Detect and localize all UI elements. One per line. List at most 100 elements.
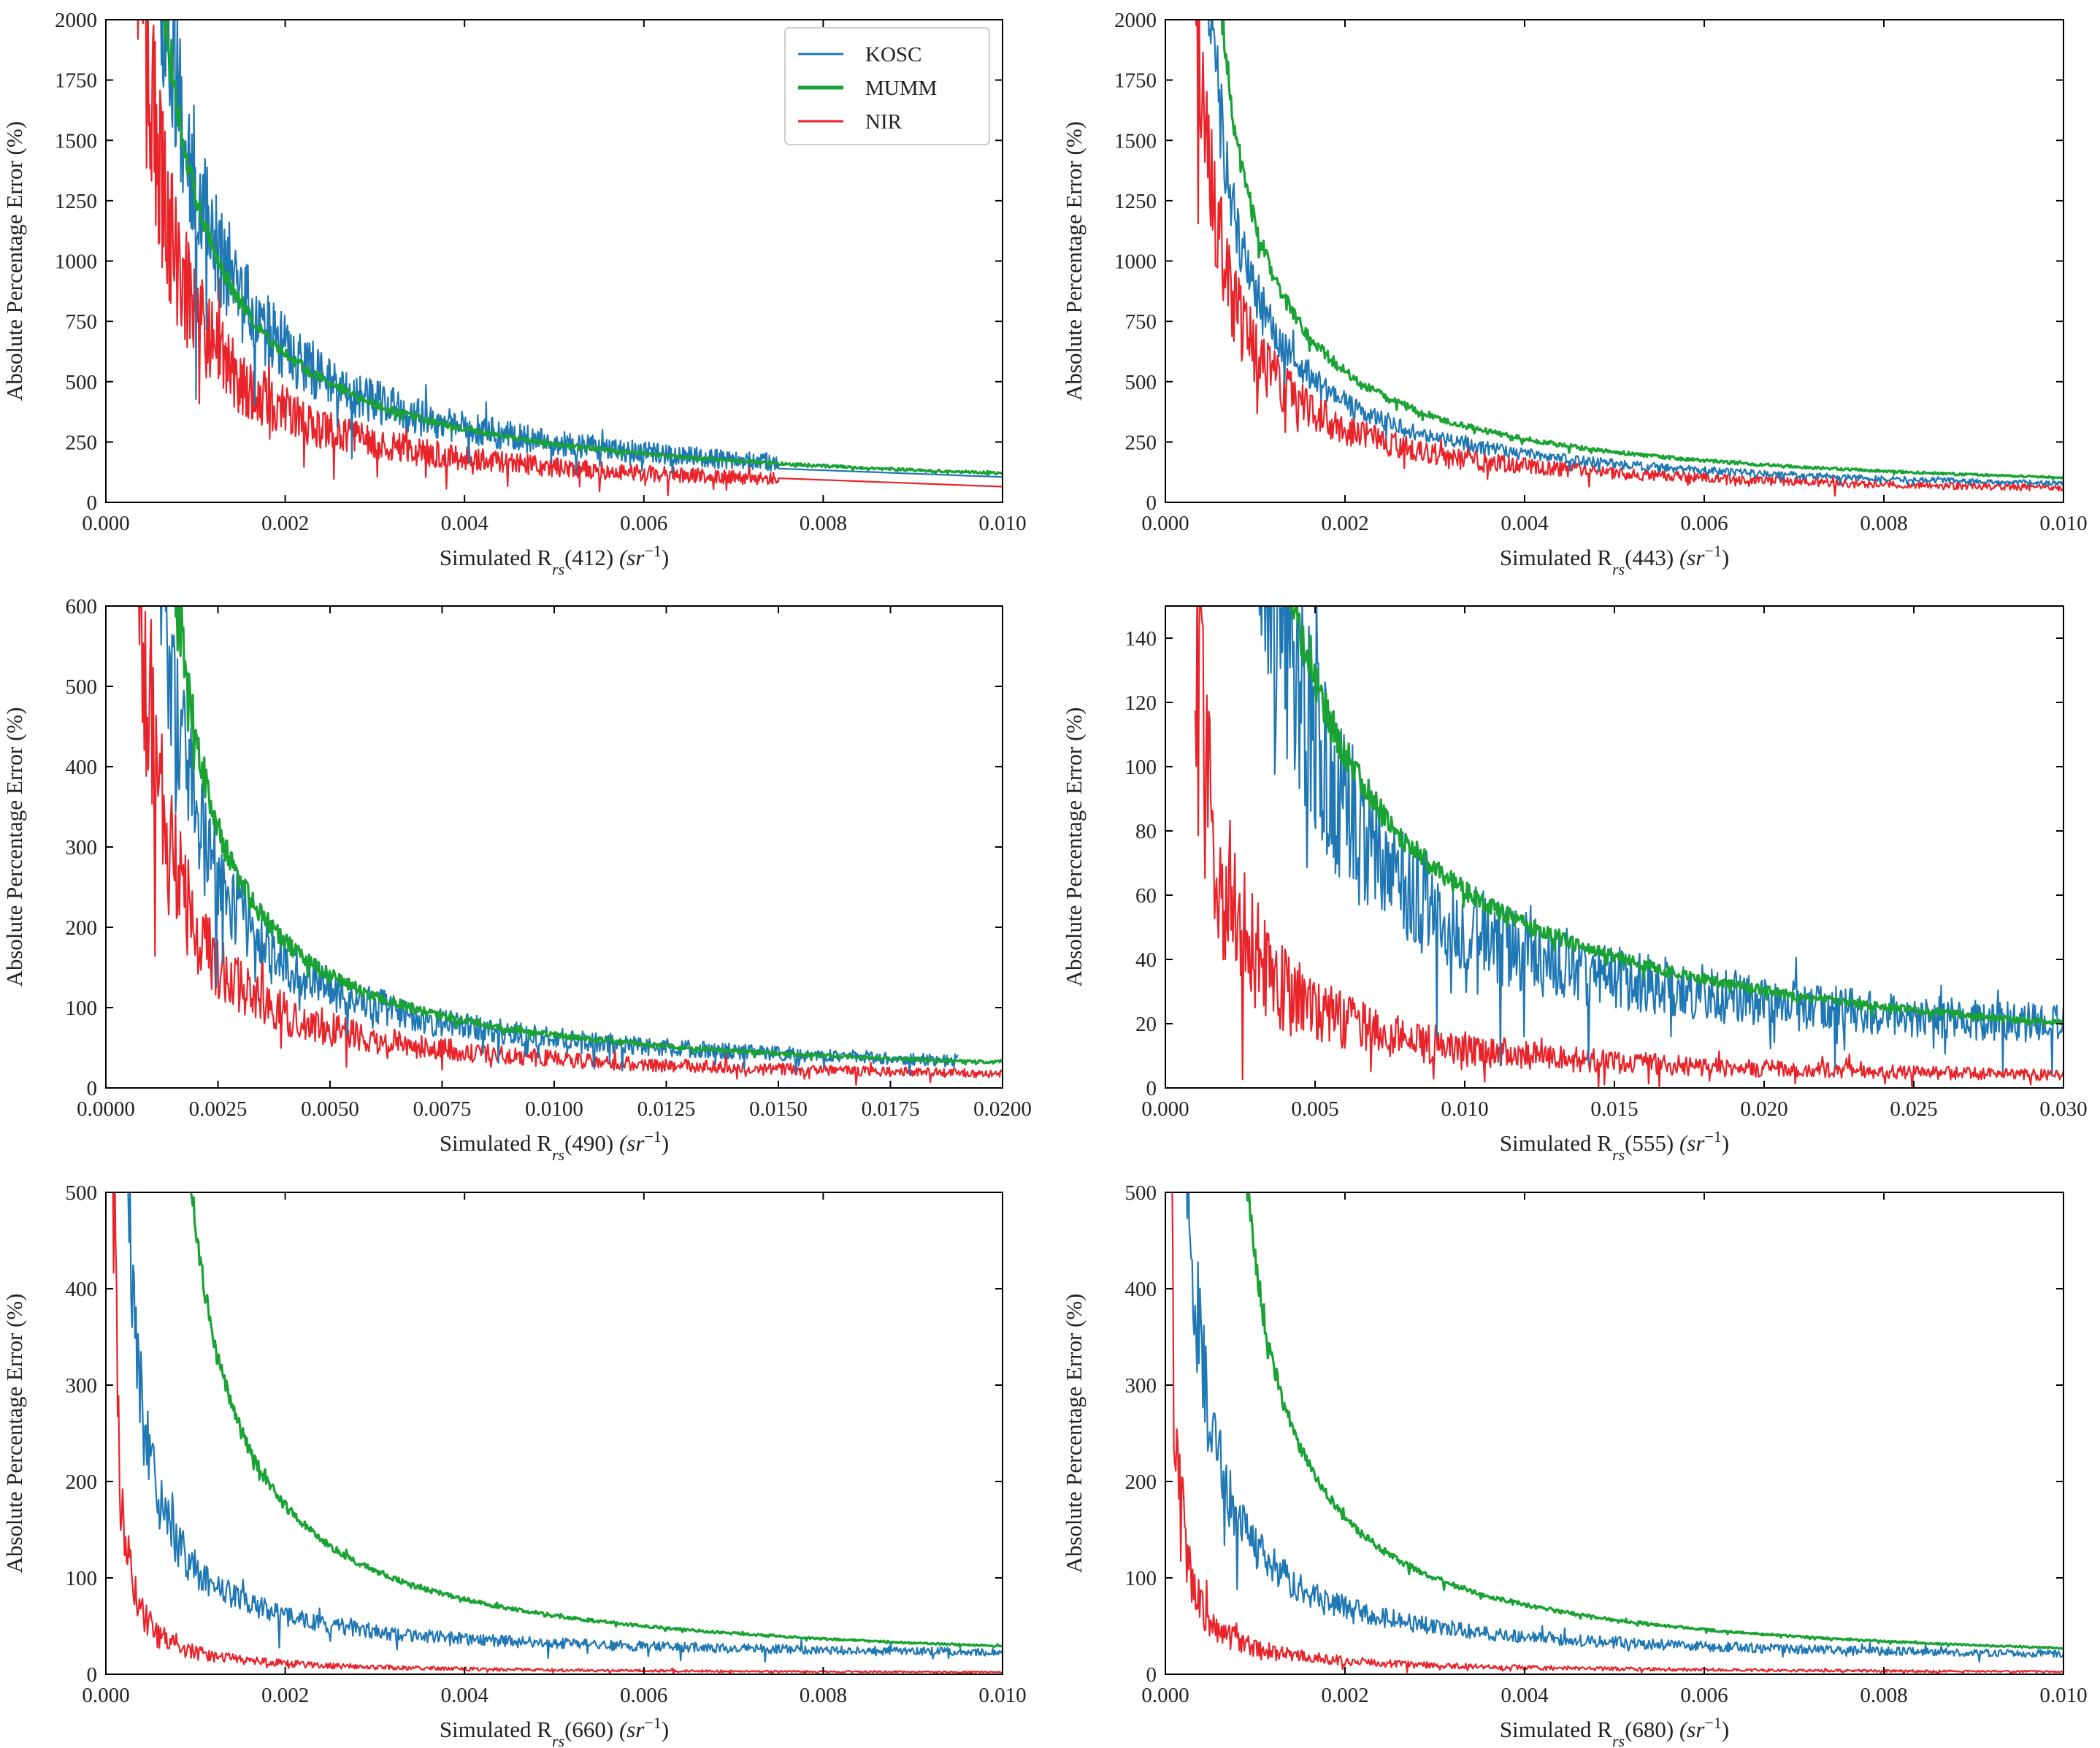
x-axis-label-part: Simulated R [1500,1717,1612,1742]
series-group [1171,1192,2063,1674]
x-axis-label-part: −1 [644,1714,661,1732]
y-tick-label: 400 [66,1278,98,1301]
series-line-mumm [1289,606,2063,1027]
x-tick-label: 0.0200 [973,1097,1032,1121]
x-axis-label-part: (sr [619,1717,645,1742]
x-tick-label: 0.020 [1740,1097,1787,1121]
series-line-nir [137,20,1003,497]
x-axis-label-part: (sr [1679,545,1705,570]
x-tick-label: 0.000 [82,1684,129,1707]
legend-label-nir: NIR [865,110,903,134]
series-line-nir [138,606,1003,1086]
y-tick-label: 100 [1125,1567,1157,1590]
series-group [137,20,1003,497]
x-axis-label-part: rs [552,1146,564,1164]
x-axis-label-part: −1 [644,542,661,560]
x-tick-label: 0.002 [261,1684,309,1707]
series-line-kosc [1208,20,2063,487]
y-tick-label: 0 [87,1663,98,1687]
y-tick-label: 2000 [1114,9,1157,32]
x-tick-label: 0.000 [1141,1684,1189,1707]
x-tick-label: 0.008 [800,512,847,535]
x-tick-label: 0.010 [2039,1684,2087,1707]
x-axis-label-part: (680) [1625,1717,1679,1742]
x-tick-label: 0.0100 [525,1097,583,1121]
series-group [1195,20,2063,497]
x-tick-label: 0.010 [978,512,1026,535]
x-axis-label-part: rs [552,1732,564,1748]
x-axis-label: Simulated Rrs(490) (sr−1) [440,1127,669,1164]
x-axis-label: Simulated Rrs(555) (sr−1) [1500,1127,1729,1164]
x-tick-label: 0.000 [1141,512,1189,535]
y-tick-label: 500 [1125,1181,1157,1205]
x-axis-label: Simulated Rrs(660) (sr−1) [440,1714,669,1748]
y-tick-label: 750 [1125,310,1157,334]
y-tick-label: 100 [66,1567,98,1590]
y-tick-label: 500 [66,1181,98,1205]
series-line-nir [1194,606,2063,1088]
x-tick-label: 0.0150 [749,1097,808,1121]
x-axis-label-part: (412) [564,545,619,570]
y-axis-label: Absolute Percentage Error (%) [1061,1293,1087,1573]
chart-panel-555: 0.000 0.005 0.010 0.015 0.020 0.025 0.030 0 20 40… [1061,605,2088,1164]
x-tick-label: 0.002 [261,512,309,535]
y-tick-label: 0 [87,1077,98,1100]
x-axis-label-part: (443) [1625,545,1679,570]
x-tick-label: 0.0075 [413,1097,472,1121]
y-tick-label: 0 [1146,491,1157,515]
x-tick-label: 0.002 [1321,1684,1368,1707]
x-axis-label-part: ) [1722,1130,1729,1156]
y-tick-label: 2000 [55,9,97,32]
plot-frame [1165,19,2064,503]
y-tick-label: 1000 [55,250,97,274]
x-axis-label-part: rs [1612,560,1625,578]
y-tick-label: 120 [1125,691,1157,715]
series-line-kosc [1258,606,2063,1075]
y-tick-label: 1750 [55,69,97,93]
x-axis-label-part: Simulated R [440,545,552,570]
y-tick-label: 0 [1146,1077,1157,1100]
legend: KOSC MUMM NIR [784,27,990,145]
y-tick-label: 300 [66,1374,98,1398]
x-tick-label: 0.004 [1501,1684,1549,1707]
x-axis-label-part: (555) [1625,1130,1679,1156]
y-tick-label: 500 [66,371,98,394]
y-tick-label: 1000 [1114,250,1157,274]
x-tick-label: 0.006 [620,1684,667,1707]
x-tick-label: 0.004 [441,1684,489,1707]
y-tick-label: 250 [66,431,98,454]
y-tick-label: 750 [66,310,98,334]
y-tick-label: 600 [66,595,98,618]
x-axis-label-part: −1 [644,1127,661,1146]
x-axis-label-part: ) [662,545,669,570]
y-tick-label: 20 [1135,1013,1157,1036]
x-axis-label-part: (sr [1679,1717,1705,1742]
x-tick-label: 0.008 [1860,512,1907,535]
y-axis-label: Absolute Percentage Error (%) [1,707,27,986]
chart-panel-490: 0.0000 0.0025 0.0050 0.0075 0.0100 0.0125 0.01… [1,595,1032,1164]
x-axis-label-part: ) [662,1130,669,1156]
x-axis-label-part: Simulated R [1500,545,1612,570]
series-line-mumm [189,1192,1003,1649]
x-axis-label-part: Simulated R [440,1717,552,1742]
x-axis-label-part: Simulated R [440,1130,552,1156]
x-axis-label-part: ) [1722,545,1729,570]
x-tick-label: 0.008 [1860,1684,1907,1707]
y-tick-label: 0 [87,491,98,515]
x-tick-label: 0.006 [1680,1684,1728,1707]
y-tick-label: 100 [66,997,98,1020]
y-tick-label: 300 [66,836,98,859]
y-tick-label: 1250 [55,190,97,213]
x-tick-label: 0.008 [800,1684,847,1707]
legend-label-kosc: KOSC [865,43,921,66]
x-axis-label-part: −1 [1704,1714,1721,1732]
y-tick-label: 300 [1125,1374,1157,1398]
y-axis-label: Absolute Percentage Error (%) [1061,707,1087,986]
series-line-mumm [174,606,1003,1066]
x-tick-label: 0.005 [1291,1097,1338,1121]
x-axis-label-part: (sr [619,1130,645,1156]
x-axis-label-part: ) [662,1717,669,1742]
x-tick-label: 0.025 [1890,1097,1937,1121]
series-line-mumm [163,20,1003,477]
